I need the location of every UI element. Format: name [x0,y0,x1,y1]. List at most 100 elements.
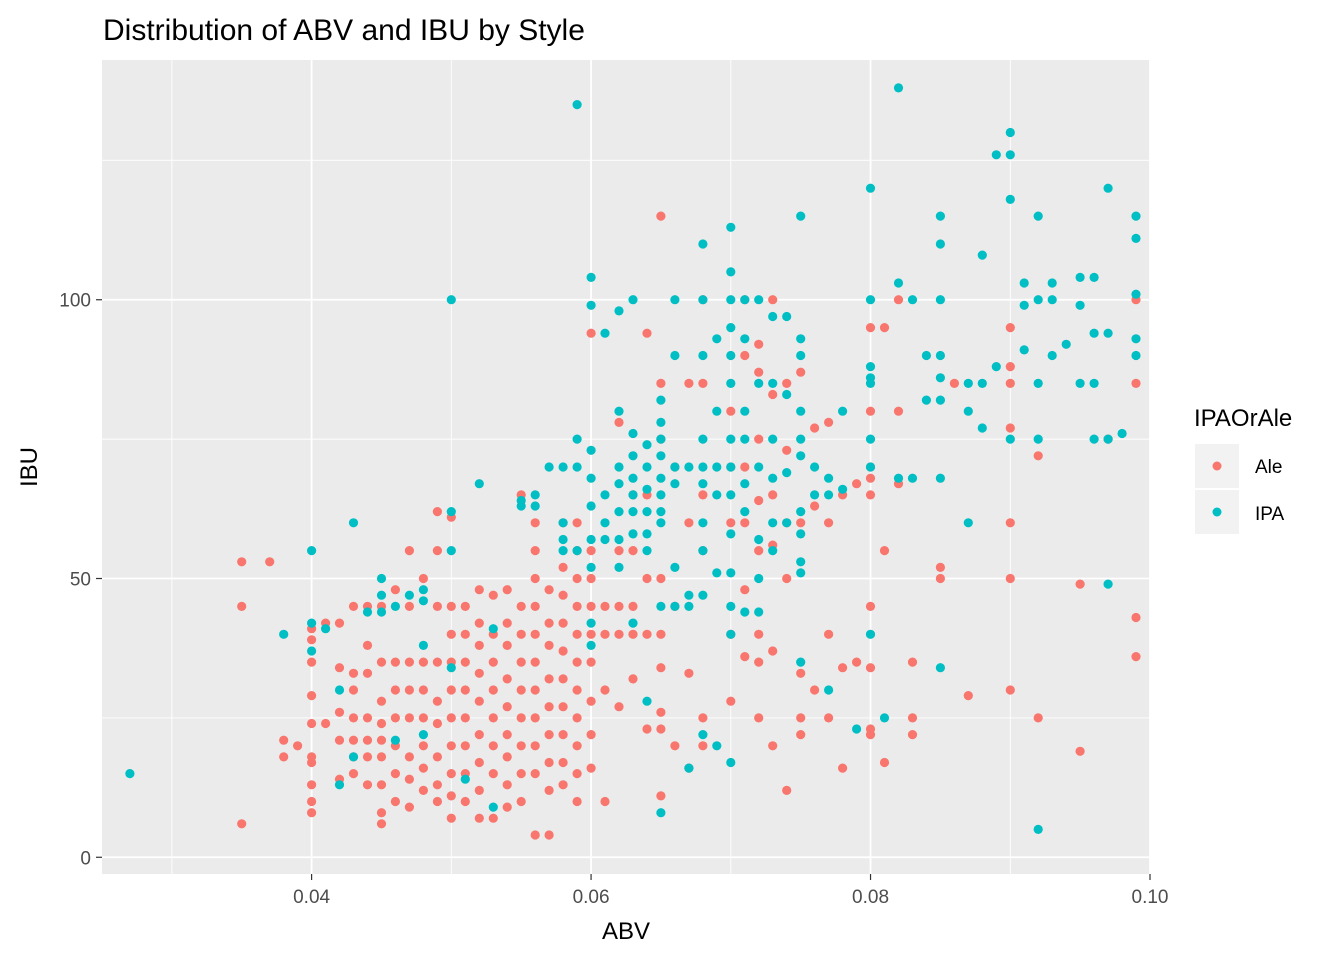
point-ale [879,546,890,556]
point-ale [1033,451,1043,461]
point-ipa [376,607,387,617]
point-ale [307,657,317,667]
point-ale [516,657,526,667]
point-ale [852,479,862,489]
point-ipa [446,546,456,556]
point-ale [488,813,498,823]
point-ipa [754,462,764,472]
point-ale [502,780,512,790]
point-ipa [977,378,987,388]
point-ale [460,713,470,723]
point-ipa [796,557,806,567]
point-ipa [656,490,666,500]
x-axis-title: ABV [602,918,650,945]
point-ale [446,813,456,823]
point-ipa [796,507,806,517]
point-ipa [796,406,806,416]
point-ipa [628,618,638,628]
point-ale [586,546,596,556]
point-ipa [698,479,708,489]
point-ipa [991,150,1001,160]
point-ale [488,769,498,779]
point-ipa [572,100,582,110]
point-ipa [935,663,946,673]
point-ipa [642,440,652,450]
point-ale [530,573,540,584]
point-ale [572,741,582,751]
point-ipa [600,490,610,500]
point-ipa [642,484,652,494]
point-ipa [628,295,638,305]
point-ipa [893,83,904,93]
point-ipa [544,462,554,472]
point-ipa [586,473,596,483]
point-ipa [558,462,568,472]
point-ipa [712,490,722,500]
point-ipa [446,663,456,673]
point-ale [544,730,554,740]
point-ipa [810,462,820,472]
point-ipa [348,752,359,762]
point-ale [726,518,736,528]
point-ale [488,590,498,600]
point-ale [530,830,540,840]
point-ale [348,713,359,723]
point-ipa [558,518,568,528]
point-ipa [390,601,400,612]
point-ipa [768,546,778,556]
point-ipa [935,350,946,361]
point-ale [586,601,596,612]
point-ale [334,735,345,745]
point-ipa [628,451,638,461]
point-ipa [768,473,778,483]
point-ale [656,573,666,584]
point-ale [446,685,456,695]
x-tick-label: 0.04 [293,887,330,908]
point-ale [1131,652,1141,662]
point-ale [838,763,848,773]
point-ale [586,328,596,338]
point-ipa [656,507,666,517]
point-ale [628,629,638,639]
point-ipa [907,473,918,483]
point-ale [670,741,680,751]
point-ipa [642,462,652,472]
point-ale [404,601,414,612]
point-ale [865,730,876,740]
point-ale [824,713,834,723]
point-ale [530,713,540,723]
point-ale [348,769,359,779]
point-ale [1005,518,1015,528]
point-ipa [754,573,764,584]
point-ipa [754,378,764,388]
point-ale [768,389,778,400]
point-ale [572,518,582,528]
point-ipa [1019,300,1029,310]
point-ipa [726,434,736,444]
point-ipa [376,573,387,584]
point-ale [656,663,666,673]
point-ipa [796,657,806,667]
point-ale [516,685,526,695]
point-ale [544,585,554,595]
point-ale [265,557,275,567]
point-ipa [558,534,568,545]
point-ale [824,417,834,427]
point-ipa [600,534,610,545]
point-ipa [698,239,708,249]
point-ale [390,713,400,723]
point-ale [558,646,568,656]
point-ale [586,629,596,639]
point-ipa [418,730,428,740]
point-ipa [670,479,680,489]
point-ipa [838,484,848,494]
point-ipa [726,490,736,500]
point-ale [432,657,442,667]
point-ipa [796,451,806,461]
point-ipa [656,395,666,405]
point-ale [628,674,638,684]
point-ale [502,674,512,684]
point-ipa [348,518,359,528]
point-ipa [754,295,764,305]
point-ipa [1075,272,1085,282]
